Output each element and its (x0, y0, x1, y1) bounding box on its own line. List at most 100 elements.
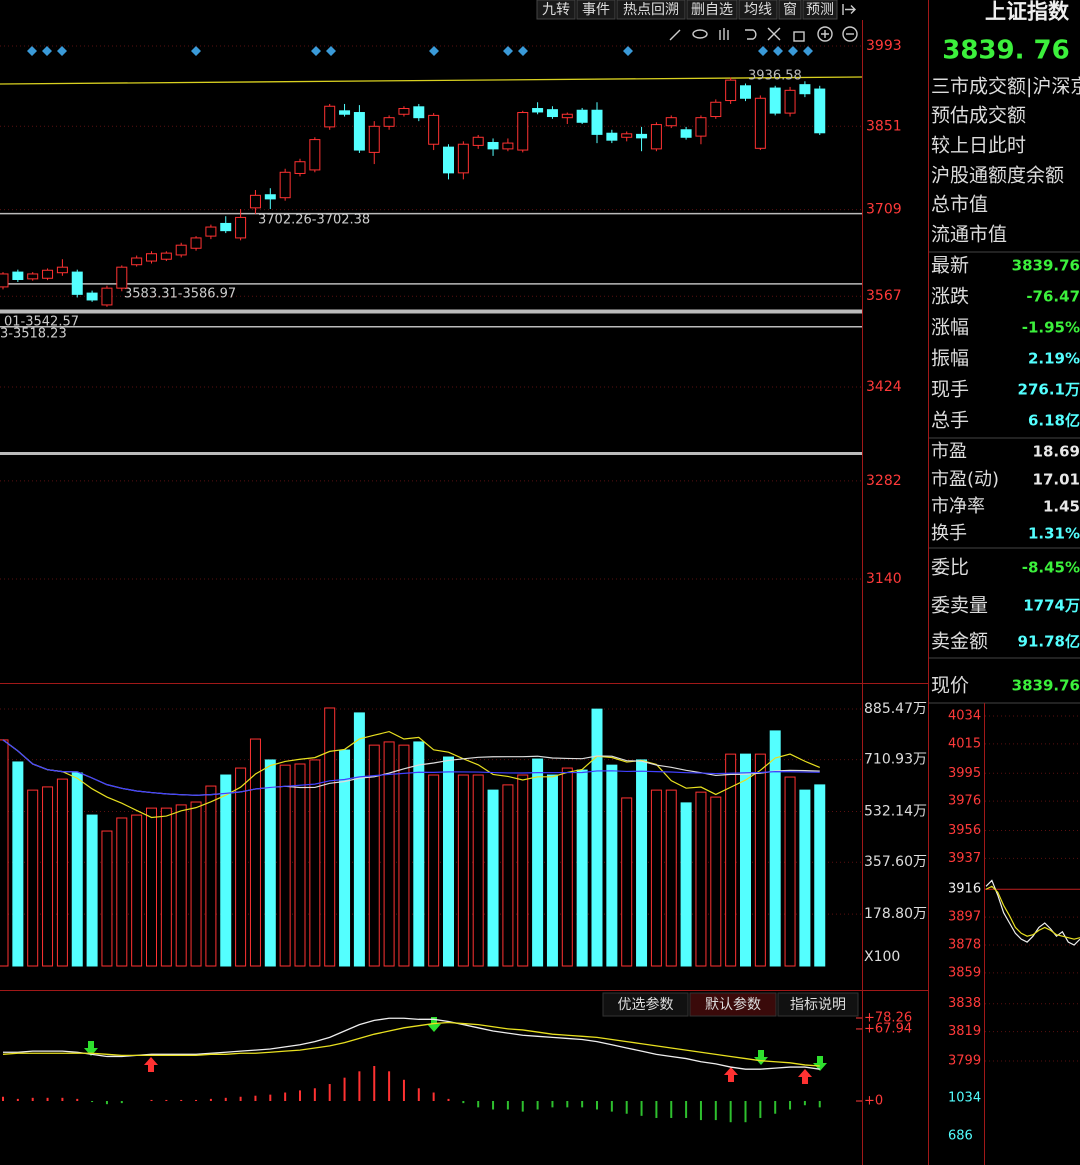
macd-button[interactable] (602, 992, 689, 1017)
toolbar-button[interactable] (686, 0, 738, 20)
volume-bar (502, 784, 514, 967)
mini-tick-label: 3878 (948, 938, 981, 953)
candle-body (428, 114, 440, 145)
level-label: 3583.31-3586.97 (124, 287, 236, 302)
price-tick-label: 3709 (866, 202, 902, 218)
eye-icon[interactable] (692, 29, 708, 39)
mini-line (985, 879, 1080, 946)
quote-label: 卖金额 (931, 631, 988, 653)
price-tick-label: 3140 (866, 571, 902, 587)
hand-icon[interactable] (719, 28, 729, 40)
candle-body (443, 146, 454, 174)
price-tick-label: 3567 (866, 288, 902, 304)
toolbar-button[interactable] (616, 0, 686, 20)
mini-tick-label: 3838 (948, 996, 981, 1011)
toolbar-button[interactable] (576, 0, 616, 20)
volume-bar (264, 759, 276, 967)
volume-bar (636, 759, 648, 967)
quote-label: 总手 (931, 410, 969, 432)
candle-body (339, 110, 351, 115)
candle-body (235, 216, 247, 239)
mini-tick-label: 3976 (948, 794, 981, 809)
toolbar-label: 均线 (744, 2, 772, 18)
volume-bar (443, 756, 454, 967)
volume-bar (591, 708, 603, 967)
volume-bar (576, 769, 588, 967)
volume-bar (725, 753, 737, 967)
volume-bar (294, 763, 306, 967)
index-title: 上证指数 (985, 0, 1070, 24)
candle-body (606, 132, 618, 141)
volume-bar (220, 774, 232, 967)
volume-bar (324, 707, 336, 967)
volume-ma (2, 730, 820, 819)
volume-bar (606, 764, 618, 967)
candle-body (279, 171, 291, 199)
quote-value: -1.95% (1022, 319, 1080, 337)
volume-bar (146, 807, 157, 967)
toolbar-label: 窗 (783, 1, 797, 18)
volume-bar (650, 789, 662, 967)
quote-label: 换手 (931, 523, 967, 544)
volume-tick-label: 178.80万 (864, 906, 927, 922)
mini-tick-label: 3937 (948, 851, 981, 866)
macd-button[interactable] (777, 992, 859, 1017)
volume-bar (279, 764, 291, 967)
volume-bar (621, 797, 633, 967)
volume-bar (769, 730, 781, 967)
cut-icon[interactable] (767, 27, 781, 41)
high-label: 3936.58 (748, 69, 802, 84)
volume-bar (205, 785, 217, 967)
exit-icon[interactable] (842, 4, 856, 15)
volume-bar (428, 774, 440, 967)
volume-bar (71, 772, 83, 967)
volume-bar (472, 774, 484, 967)
mini-line (985, 885, 1080, 940)
macd-button-label: 指标说明 (790, 997, 846, 1013)
volume-bar (42, 786, 54, 967)
mini-volume-label: 686 (948, 1129, 973, 1144)
volume-bar (695, 791, 707, 967)
level-label: 3-3518.23 (0, 327, 67, 342)
pen-icon[interactable] (669, 29, 681, 41)
toolbar-button[interactable] (778, 0, 802, 20)
mini-tick-label: 3819 (948, 1024, 981, 1039)
quote-value: 3839.76 (1012, 257, 1080, 275)
candle-body (131, 257, 143, 266)
volume-bar (56, 778, 68, 967)
toolbar-button[interactable] (738, 0, 778, 20)
toolbar-button[interactable] (536, 0, 576, 20)
info-label: 流通市值 (931, 224, 1007, 246)
toolbar-label: 事件 (582, 2, 610, 18)
mini-tick-label: 3995 (948, 766, 981, 781)
volume-bar (235, 767, 247, 967)
price-tick-label: 3993 (866, 38, 902, 54)
toolbar-button[interactable] (802, 0, 838, 20)
candle-body (56, 266, 68, 274)
candle-body (413, 106, 425, 119)
mini-tick-label: 3799 (948, 1054, 981, 1069)
quote-label: 委比 (931, 557, 969, 579)
info-label: 沪股通额度余额 (931, 165, 1064, 187)
quote-value: -8.45% (1022, 559, 1080, 577)
volume-bar (398, 744, 410, 967)
candle-body (368, 125, 380, 153)
lock-icon[interactable] (793, 31, 805, 42)
quote-label: 涨跌 (931, 286, 969, 308)
quote-label: 市净率 (931, 496, 985, 517)
undo-icon[interactable] (745, 29, 757, 40)
volume-bar (561, 767, 573, 967)
zoom-out-icon[interactable] (842, 26, 858, 42)
macd-button[interactable] (689, 992, 777, 1017)
volume-bar (517, 774, 529, 967)
quote-value: 1.31% (1028, 525, 1080, 543)
quote-label: 市盈 (931, 441, 967, 462)
zoom-in-icon[interactable] (817, 26, 833, 42)
candle-body (0, 273, 9, 288)
volume-ma (2, 739, 820, 796)
quote-value: 6.18亿 (1028, 412, 1080, 430)
volume-bar (383, 741, 395, 967)
candle-body (636, 133, 648, 139)
volume-bar (101, 830, 113, 967)
